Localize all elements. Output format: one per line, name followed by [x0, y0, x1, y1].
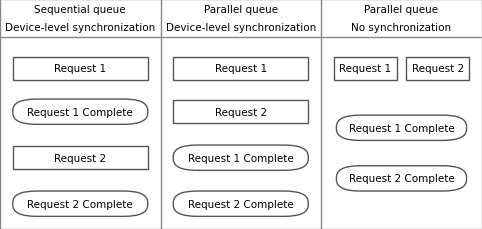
Text: Request 1: Request 1 — [54, 64, 107, 74]
Text: Request 1: Request 1 — [214, 64, 267, 74]
Text: Request 2: Request 2 — [412, 64, 464, 74]
Text: Request 2: Request 2 — [214, 107, 267, 117]
FancyBboxPatch shape — [13, 191, 147, 216]
Text: Request 1 Complete: Request 1 Complete — [348, 123, 455, 133]
Text: Request 2 Complete: Request 2 Complete — [188, 199, 294, 209]
Bar — [406, 57, 469, 80]
FancyBboxPatch shape — [336, 166, 467, 191]
Text: Request 2 Complete: Request 2 Complete — [27, 199, 133, 209]
Text: No synchronization: No synchronization — [351, 23, 452, 33]
Bar — [334, 57, 397, 80]
Text: Request 2 Complete: Request 2 Complete — [348, 174, 455, 184]
Text: Request 1: Request 1 — [339, 64, 391, 74]
Bar — [13, 57, 147, 80]
Text: Parallel queue: Parallel queue — [364, 5, 439, 15]
Text: Request 2: Request 2 — [54, 153, 107, 163]
FancyBboxPatch shape — [13, 100, 147, 125]
Text: Device-level synchronization: Device-level synchronization — [166, 23, 316, 33]
Text: Parallel queue: Parallel queue — [204, 5, 278, 15]
Bar — [13, 147, 147, 169]
Bar — [174, 101, 308, 124]
FancyBboxPatch shape — [174, 191, 308, 216]
FancyBboxPatch shape — [336, 116, 467, 141]
Text: Sequential queue: Sequential queue — [34, 5, 126, 15]
Text: Device-level synchronization: Device-level synchronization — [5, 23, 155, 33]
Bar — [174, 57, 308, 80]
Text: Request 1 Complete: Request 1 Complete — [188, 153, 294, 163]
FancyBboxPatch shape — [174, 145, 308, 171]
Text: Request 1 Complete: Request 1 Complete — [27, 107, 133, 117]
